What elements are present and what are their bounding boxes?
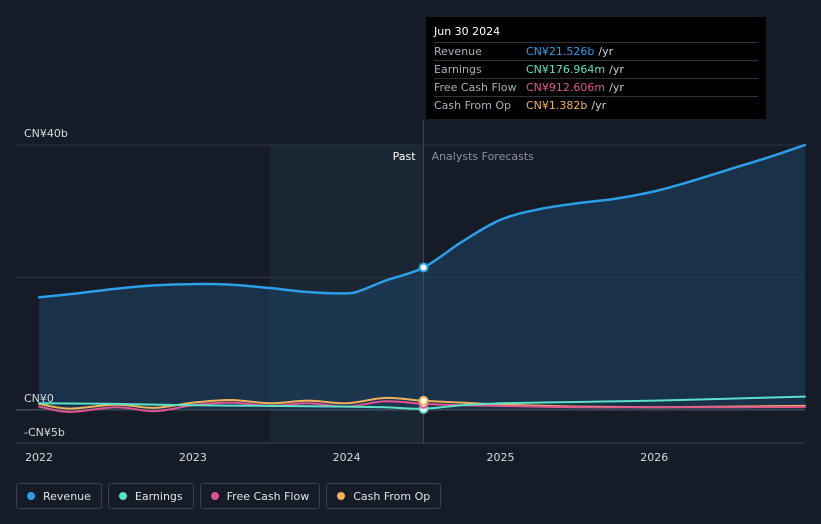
area-revenue [39, 145, 805, 410]
tooltip-value: CN¥1.382b [526, 99, 588, 112]
tooltip-label: Earnings [434, 63, 482, 76]
legend-item-revenue[interactable]: Revenue [16, 483, 102, 509]
tooltip-value: CN¥912.606m [526, 81, 606, 94]
tooltip-label: Free Cash Flow [434, 81, 517, 94]
legend-dot-icon [27, 492, 35, 500]
highlight-point-revenue [418, 262, 429, 273]
tooltip-label: Revenue [434, 45, 482, 58]
y-tick-labels: CN¥40b CN¥0 -CN¥5b [24, 127, 68, 439]
legend: Revenue Earnings Free Cash Flow Cash Fro… [16, 483, 442, 509]
tooltip-date: Jun 30 2024 [434, 25, 501, 38]
tooltip: Jun 30 2024 Revenue CN¥21.526b /yr Earni… [426, 17, 766, 119]
tooltip-unit: /yr [591, 99, 607, 112]
x-tick-label: 2025 [486, 451, 514, 464]
tooltip-unit: /yr [609, 81, 624, 94]
legend-label: Cash From Op [353, 489, 431, 503]
y-tick-label: -CN¥5b [24, 426, 65, 439]
forecast-label: Analysts Forecasts [432, 150, 535, 163]
x-tick-labels: 2022 2023 2024 2025 2026 [25, 451, 668, 464]
series-line-revenue [37, 143, 807, 299]
legend-label: Earnings [134, 489, 183, 503]
tooltip-unit: /yr [609, 63, 624, 76]
area-layer [39, 145, 805, 410]
legend-dot-icon [337, 492, 346, 500]
tooltip-value: CN¥176.964m [526, 63, 606, 76]
x-tick-label: 2024 [333, 451, 361, 464]
legend-label: Free Cash Flow [226, 489, 310, 503]
y-tick-label: CN¥0 [24, 392, 54, 405]
tooltip-label: Cash From Op [434, 99, 512, 112]
legend-item-free-cash-flow[interactable]: Free Cash Flow [199, 483, 321, 509]
tooltip-row-earnings: Earnings CN¥176.964m /yr [434, 60, 758, 78]
tooltip-row-free-cash-flow: Free Cash Flow CN¥912.606m /yr [434, 78, 758, 96]
highlight-markers [418, 262, 429, 414]
legend-dot-icon [118, 492, 127, 500]
x-tick-label: 2026 [640, 451, 668, 464]
x-tick-label: 2023 [179, 451, 207, 464]
tooltip-value: CN¥21.526b [526, 45, 595, 58]
tooltip-row-cash-from-op: Cash From Op CN¥1.382b /yr [434, 96, 758, 114]
legend-item-cash-from-op[interactable]: Cash From Op [326, 483, 442, 509]
legend-item-earnings[interactable]: Earnings [107, 483, 194, 509]
tooltip-row-revenue: Revenue CN¥21.526b /yr [434, 42, 758, 60]
y-tick-label: CN¥40b [24, 127, 68, 140]
past-label: Past [393, 150, 417, 163]
x-tick-label: 2022 [25, 451, 53, 464]
tooltip-unit: /yr [598, 45, 614, 58]
highlight-point-cash-from-op [418, 395, 429, 406]
legend-dot-icon [210, 492, 219, 500]
legend-label: Revenue [43, 489, 91, 503]
